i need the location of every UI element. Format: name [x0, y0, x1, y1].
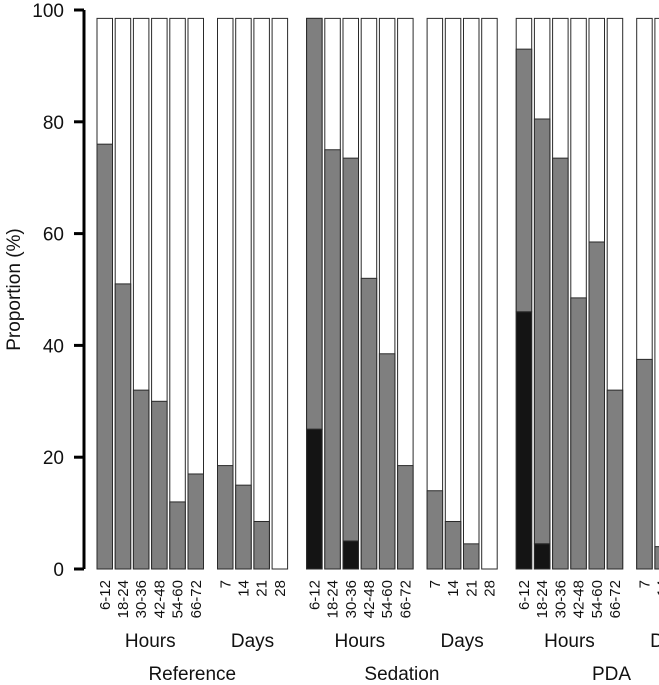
bar-grey-segment — [151, 400, 168, 570]
y-tick-label: 0 — [53, 560, 64, 581]
x-tick-label: 6-12 — [516, 580, 533, 610]
x-tick-label: 54-60 — [589, 580, 606, 618]
panel-label: Hours — [125, 631, 176, 652]
bar-black-segment — [533, 543, 551, 570]
x-tick-label: 30-36 — [552, 580, 569, 618]
bar-grey-segment — [132, 389, 150, 570]
bar-grey-segment — [444, 520, 462, 570]
x-tick-label: 66-72 — [188, 580, 205, 618]
bar-grey-segment — [169, 501, 186, 570]
bar-frame — [463, 17, 480, 570]
x-tick-label: 18-24 — [534, 580, 551, 618]
bar-grey-segment — [342, 157, 359, 542]
x-tick-label: 7 — [217, 580, 234, 588]
x-tick-label: 42-48 — [151, 580, 168, 618]
x-tick-label: 28 — [272, 580, 289, 597]
panel-label: Days — [650, 631, 659, 652]
panel-label: Hours — [335, 631, 386, 652]
x-tick-label: 21 — [254, 580, 271, 597]
x-tick-label: 14 — [235, 580, 252, 597]
bar-black-segment — [306, 428, 323, 570]
bar-grey-segment — [426, 490, 444, 570]
y-axis: 0 20 40 60 80 100 Proportion (%) — [4, 1, 86, 581]
bar-grey-segment — [606, 389, 624, 570]
x-tick-label: 66-72 — [607, 580, 624, 618]
x-tick-label: 18-24 — [115, 580, 132, 618]
bar-grey-segment — [324, 149, 341, 570]
bar-grey-segment — [570, 297, 587, 570]
x-tick-label: 42-48 — [361, 580, 378, 618]
bar-frame — [426, 17, 444, 570]
bar-grey-segment — [636, 358, 653, 570]
y-axis-title: Proportion (%) — [4, 228, 25, 351]
bar-grey-segment — [463, 543, 480, 570]
bar-grey-segment — [515, 48, 533, 313]
bar-frame — [654, 17, 659, 570]
panel-label: Hours — [544, 631, 595, 652]
x-tick-label: 7 — [636, 580, 653, 588]
bar-grey-segment — [552, 157, 569, 570]
group-label: Sedation — [364, 664, 439, 685]
x-tick-label: 42-48 — [571, 580, 588, 618]
bar-grey-segment — [360, 277, 378, 570]
x-tick-label: 30-36 — [133, 580, 150, 618]
bar-grey-segment — [114, 283, 132, 570]
bar-grey-segment — [187, 473, 204, 570]
x-tick-label: 6-12 — [97, 580, 114, 610]
bar-frame — [271, 17, 289, 570]
bar-grey-segment — [235, 484, 252, 570]
y-tick-label: 80 — [43, 113, 64, 134]
x-tick-label: 14 — [445, 580, 462, 597]
x-tick-label: 21 — [463, 580, 480, 597]
y-tick-label: 60 — [43, 225, 64, 246]
bar-grey-segment — [253, 520, 270, 570]
x-tick-label: 14 — [655, 580, 659, 597]
bar-frame — [253, 17, 270, 570]
x-tick-label: 18-24 — [325, 580, 342, 618]
bar-grey-segment — [306, 17, 323, 430]
bar-grey-segment — [588, 241, 605, 570]
group-label: Reference — [148, 664, 236, 685]
bars — [96, 17, 659, 570]
y-tick-label: 20 — [43, 448, 64, 469]
x-tick-label: 28 — [481, 580, 498, 597]
x-tick-label: 54-60 — [170, 580, 187, 618]
bar-grey-segment — [217, 465, 234, 570]
bar-black-segment — [515, 311, 533, 570]
bar-frame — [444, 17, 462, 570]
y-tick-label: 100 — [32, 1, 64, 22]
bar-frame — [169, 17, 186, 570]
x-tick-label: 66-72 — [397, 580, 414, 618]
x-tick-label: 7 — [427, 580, 444, 588]
bar-grey-segment — [378, 353, 396, 570]
x-tick-label: 6-12 — [306, 580, 323, 610]
bar-grey-segment — [96, 143, 113, 570]
bar-grey-segment — [533, 118, 551, 545]
bar-frame — [481, 17, 498, 570]
bar-grey-segment — [397, 465, 414, 570]
bar-black-segment — [342, 540, 359, 570]
group-label: PDA — [592, 664, 631, 685]
panel-label: Days — [231, 631, 274, 652]
panel-label: Days — [441, 631, 484, 652]
y-tick-label: 40 — [43, 336, 64, 357]
bar-grey-segment — [654, 546, 659, 570]
x-tick-label: 30-36 — [343, 580, 360, 618]
x-tick-label: 54-60 — [379, 580, 396, 618]
